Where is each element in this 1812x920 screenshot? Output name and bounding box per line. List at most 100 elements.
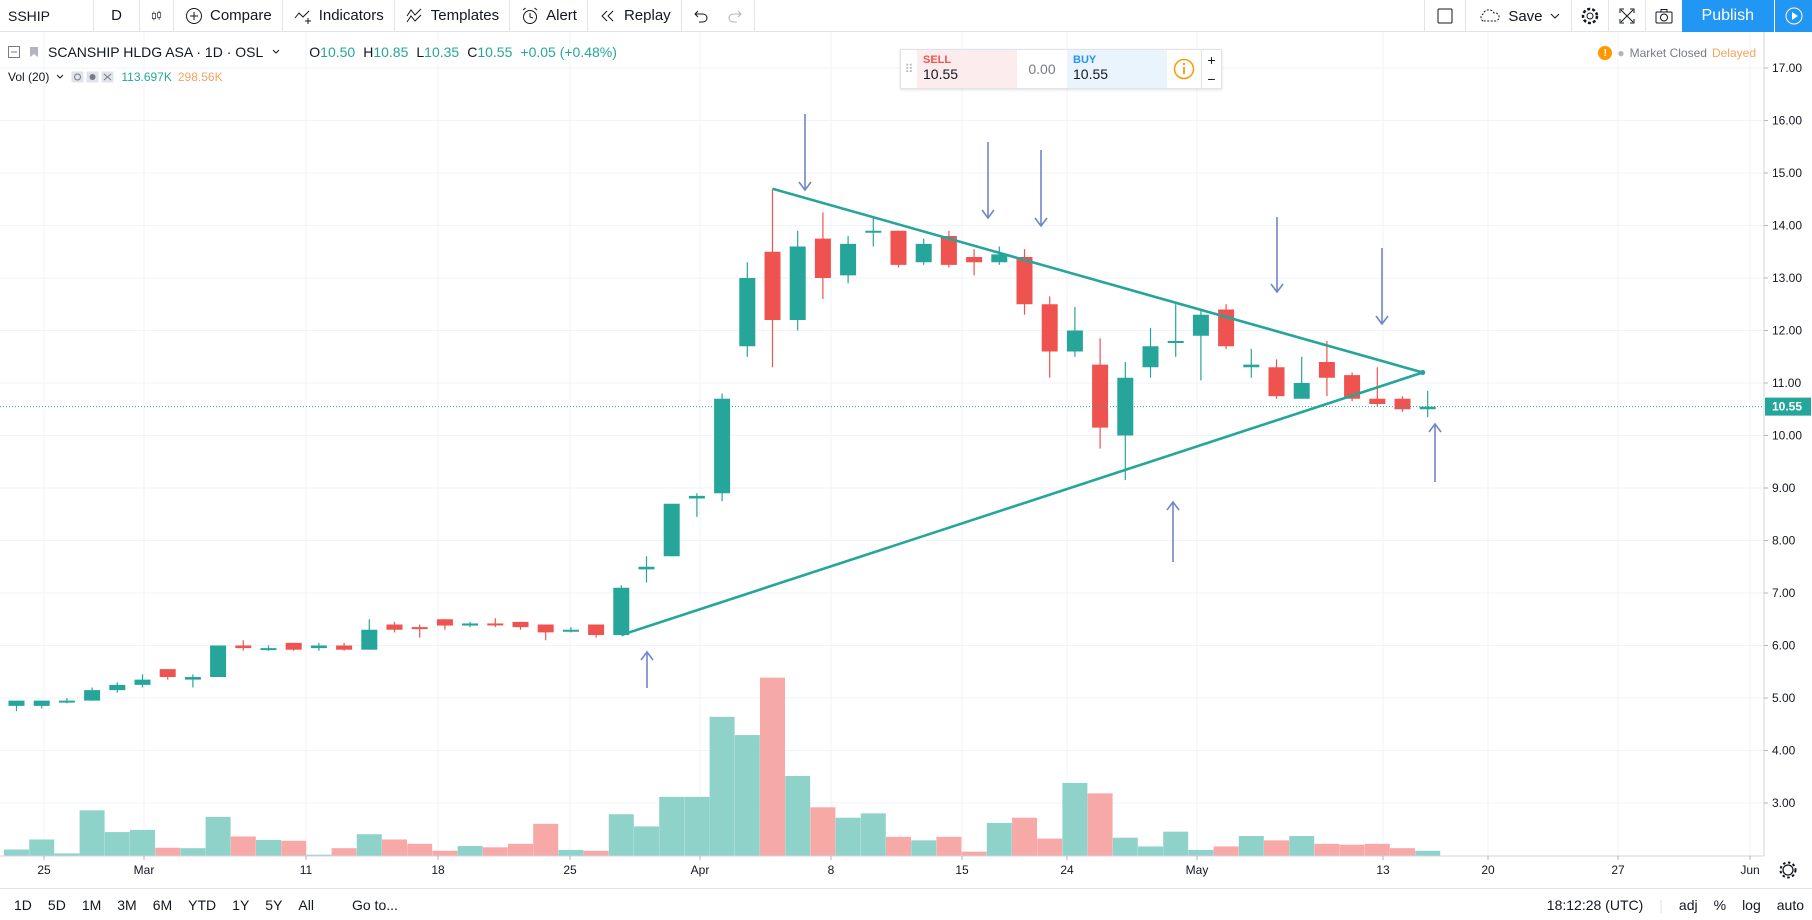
adj-toggle[interactable]: adj <box>1678 897 1698 913</box>
undo-button[interactable] <box>682 0 718 32</box>
candle-body <box>613 587 630 635</box>
fullscreen-button[interactable] <box>1609 0 1646 32</box>
time-tick-label: 24 <box>1060 863 1074 877</box>
alert-button[interactable]: Alert <box>510 0 588 32</box>
candle-body <box>8 700 25 706</box>
collapse-icon[interactable] <box>8 46 20 58</box>
range-button-all[interactable]: All <box>298 896 314 913</box>
symbol-search[interactable]: SSHIP <box>0 0 94 32</box>
chevron-down-icon[interactable] <box>271 47 281 57</box>
symbol-name[interactable]: SCANSHIP HLDG ASA · 1D · OSL <box>48 44 264 60</box>
range-button-1y[interactable]: 1Y <box>232 896 250 913</box>
candle-body <box>1318 362 1335 378</box>
log-toggle[interactable]: log <box>1742 897 1761 913</box>
compare-button[interactable]: Compare <box>174 0 283 32</box>
publish-button[interactable]: Publish <box>1681 0 1774 32</box>
snapshot-button[interactable] <box>1646 0 1682 32</box>
buy-button[interactable]: BUY 10.55 <box>1067 50 1167 88</box>
time-tick-label: 25 <box>563 863 577 877</box>
undo-icon <box>693 10 708 22</box>
camera-icon <box>1655 9 1673 24</box>
price-tick-label: 12.00 <box>1772 324 1802 338</box>
arrow-head <box>981 209 995 220</box>
range-button-ytd[interactable]: YTD <box>188 896 217 913</box>
volume-bar <box>1415 850 1441 856</box>
study-controls-icon[interactable] <box>71 71 115 83</box>
range-button-6m[interactable]: 6M <box>152 896 173 913</box>
replay-label: Replay <box>623 7 671 24</box>
chart-style-button[interactable] <box>140 0 174 32</box>
volume-label[interactable]: Vol (20) <box>8 70 50 84</box>
time-tick-label: Apr <box>691 863 710 877</box>
toolbar-right: Save Publish <box>1424 0 1812 32</box>
range-button-3m[interactable]: 3M <box>117 896 137 913</box>
percent-toggle[interactable]: % <box>1713 897 1727 913</box>
candle-body <box>310 645 327 649</box>
warning-icon[interactable]: ! <box>1598 46 1613 60</box>
time-tick-label: 8 <box>828 863 835 877</box>
plus-icon[interactable]: + <box>1207 51 1216 68</box>
price-chart[interactable]: 17.00 16.00 15.00 14.00 13.00 12.00 11.00 10.00… <box>0 32 1812 888</box>
price-tick-label: 7.00 <box>1772 586 1796 600</box>
volume-bar <box>634 826 659 856</box>
volume-bar <box>835 817 861 856</box>
indicators-button[interactable]: Indicators <box>283 0 395 32</box>
volume-bar <box>1188 849 1214 856</box>
candle-body <box>1344 375 1361 399</box>
quantity-stepper[interactable]: + − <box>1201 50 1221 88</box>
candle-body <box>663 503 680 557</box>
dot-icon: ● <box>1617 46 1625 60</box>
volume-bar <box>810 807 836 856</box>
range-button-5y[interactable]: 5Y <box>265 896 283 913</box>
axis-settings-icon[interactable] <box>1779 861 1797 879</box>
volume-bar <box>1087 793 1113 856</box>
info-button[interactable] <box>1167 50 1201 88</box>
price-tick-label: 3.00 <box>1772 796 1796 810</box>
layout-button[interactable] <box>1424 0 1467 32</box>
candle-body <box>537 624 554 633</box>
candle-body <box>1293 383 1310 399</box>
candle-body <box>940 236 957 265</box>
drag-handle[interactable]: ⠿ <box>904 62 914 76</box>
arrow-head <box>798 181 812 192</box>
candle-body <box>915 243 932 263</box>
price-tick-label: 4.00 <box>1772 744 1796 758</box>
auto-toggle[interactable]: auto <box>1776 897 1804 913</box>
time-tick-label: Mar <box>134 863 155 877</box>
minus-icon[interactable]: − <box>1207 70 1216 87</box>
time-tick-label: 25 <box>37 863 51 877</box>
candle-body <box>285 642 302 650</box>
range-button-5d[interactable]: 5D <box>47 896 66 913</box>
replay-button[interactable]: Replay <box>588 0 682 32</box>
volume-bar <box>256 839 281 856</box>
range-button-1d[interactable]: 1D <box>14 896 32 913</box>
candle-body <box>386 624 403 630</box>
trend-line <box>620 371 1424 637</box>
play-button[interactable] <box>1774 0 1812 32</box>
save-button[interactable]: Save <box>1466 0 1572 32</box>
volume-bar <box>1364 843 1390 856</box>
redo-button[interactable] <box>718 0 755 32</box>
range-button-1m[interactable]: 1M <box>81 896 102 913</box>
market-status: ! ● Market Closed Delayed <box>1598 46 1756 60</box>
volume-bar <box>1289 835 1315 856</box>
price-tick-label: 14.00 <box>1772 219 1802 233</box>
templates-button[interactable]: Templates <box>395 0 511 32</box>
annotation-arrows <box>640 114 1442 688</box>
trend-lines <box>0 187 1764 637</box>
volume-bars <box>4 677 1441 856</box>
sell-value: 10.55 <box>923 66 959 82</box>
candle-body <box>487 623 504 626</box>
candle-body <box>235 645 252 649</box>
goto-button[interactable]: Go to... <box>351 896 398 913</box>
candle-body <box>588 624 605 635</box>
settings-button[interactable] <box>1572 0 1609 32</box>
clock-time[interactable]: 18:12:28 (UTC) <box>1546 897 1644 913</box>
interval-button[interactable]: D <box>94 0 140 32</box>
candle-body <box>1066 330 1083 352</box>
sell-button[interactable]: SELL 10.55 <box>917 50 1017 88</box>
candlesticks <box>8 188 1436 712</box>
price-tick-label: 10.00 <box>1772 429 1802 443</box>
chevron-down-icon[interactable] <box>55 72 65 82</box>
bottom-toolbar: 1D 5D 1M 3M 6M YTD 1Y 5Y All Go to... 18:12:28 (… <box>0 888 1812 920</box>
